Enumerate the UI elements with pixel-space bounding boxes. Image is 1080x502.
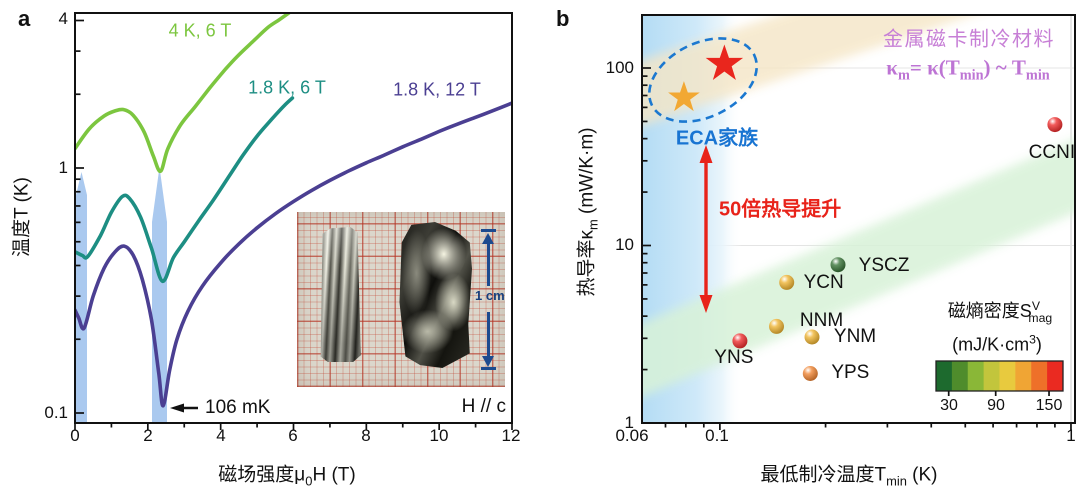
panel-a-xtick-10: 10 xyxy=(429,426,449,445)
panel-a-xtick-2: 2 xyxy=(143,426,153,445)
data-point-YSCZ xyxy=(830,257,846,273)
scale-bar-arrow-down-icon xyxy=(482,356,494,367)
panel-a-xtick-6: 6 xyxy=(288,426,298,445)
scale-bar-line xyxy=(487,312,490,358)
scale-bar-label: 1 cm xyxy=(475,288,505,303)
panel-a-xtick-4: 4 xyxy=(216,426,226,445)
panel-a-ytick-1: 1 xyxy=(58,158,68,177)
scale-bar-line xyxy=(487,242,490,286)
colorbar-tick-90: 90 xyxy=(987,397,1005,414)
data-point-YPS xyxy=(802,366,818,381)
panel-a-xtick-12: 12 xyxy=(501,426,521,445)
field-direction-annotation: H // c xyxy=(461,396,506,417)
point-label-YCN: YCN xyxy=(803,272,844,294)
ECA-star-red-icon xyxy=(705,44,744,80)
crystal-sample-right xyxy=(399,222,472,368)
scale-bar-bottom-cap xyxy=(481,367,496,370)
colorbar-title: 磁熵密度SVmag xyxy=(947,299,1053,325)
min-temperature-annotation: 106 mK xyxy=(205,397,271,418)
field-band-low xyxy=(76,172,87,423)
data-point-CCNI xyxy=(1047,117,1063,133)
field-band-high xyxy=(152,167,167,423)
panel-a-letter: a xyxy=(18,6,31,31)
panel-b-ytick-100: 100 xyxy=(605,58,634,77)
point-label-YNS: YNS xyxy=(714,346,754,368)
conductivity-boost-label: 50倍热导提升 xyxy=(719,198,842,221)
boost-double-arrow-icon xyxy=(699,145,713,313)
ECA-star-orange-icon xyxy=(668,81,700,112)
panel-b-xtick-0.1: 0.1 xyxy=(705,426,729,445)
panel-a-ytick-0.1: 0.1 xyxy=(44,403,68,422)
colorbar xyxy=(935,360,1064,396)
kappa-formula: κm= κ(Tmin) ~ Tmin xyxy=(886,55,1050,84)
colorbar-tick-150: 150 xyxy=(1035,397,1063,414)
point-label-YNM: YNM xyxy=(833,326,877,348)
panel-a-y-axis-label: 温度T (K) xyxy=(11,177,33,257)
scale-bar-top-cap xyxy=(481,229,496,232)
metal-materials-title: 金属磁卡制冷材料 xyxy=(883,28,1055,51)
colorbar-tick-30: 30 xyxy=(940,397,958,414)
eca-family-label: ECA家族 xyxy=(675,127,759,150)
point-label-CCNI: CCNI xyxy=(1028,141,1076,163)
data-point-YCN xyxy=(779,274,795,290)
curve-label-1.8K-12T: 1.8 K, 12 T xyxy=(393,79,481,100)
panel-b-letter: b xyxy=(556,6,570,31)
colorbar-unit: (mJ/K·cm3) xyxy=(952,332,1042,355)
point-label-YSCZ: YSCZ xyxy=(858,254,910,276)
data-point-NNM xyxy=(769,318,784,334)
panel-b-x-axis-label: 最低制冷温度Tmin (K) xyxy=(760,464,938,489)
panel-b-xtick-0.06: 0.06 xyxy=(615,426,649,445)
panel-b-ytick-1: 1 xyxy=(624,413,634,432)
min-temperature-arrow-icon xyxy=(170,403,198,413)
panel-a-xtick-0: 0 xyxy=(70,426,80,445)
panel-b-ytick-10: 10 xyxy=(615,235,634,254)
curve-label-4K-6T: 4 K, 6 T xyxy=(168,20,232,41)
panel-a-ytick-4: 4 xyxy=(58,9,68,28)
panel-b-y-axis-label: 热导率κm (mW/K·m) xyxy=(576,127,601,297)
curve-label-1.8K-6T: 1.8 K, 6 T xyxy=(248,77,326,98)
point-label-YPS: YPS xyxy=(831,361,870,383)
crystal-sample-left xyxy=(320,227,361,362)
curve-1.8-K-6-T xyxy=(75,96,295,283)
panel-a-xtick-8: 8 xyxy=(361,426,371,445)
panel-b-xtick-1: 1 xyxy=(1066,426,1076,445)
crystal-photo-inset: 1 cm xyxy=(297,212,505,387)
panel-a-x-axis-label: 磁场强度μ0H (T) xyxy=(218,464,356,489)
